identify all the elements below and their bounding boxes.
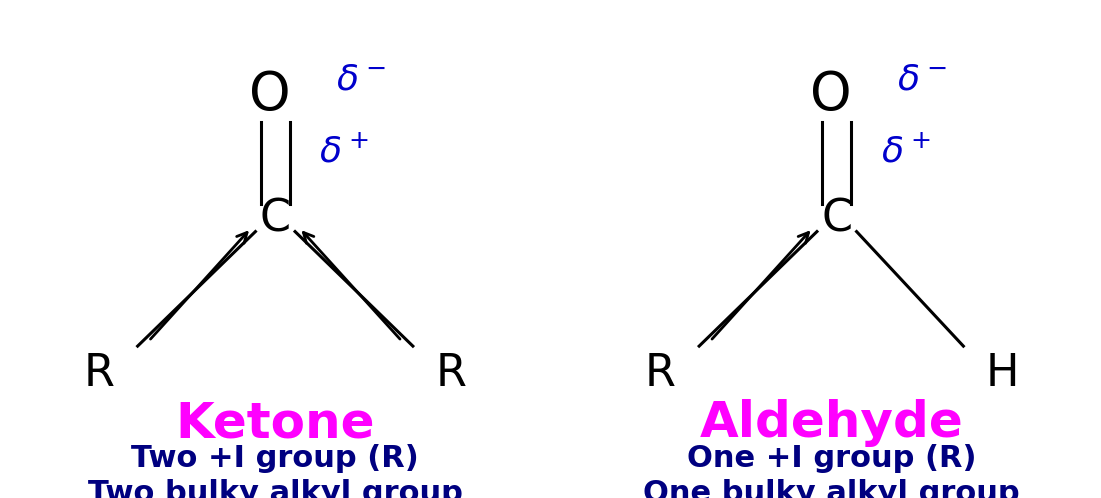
Text: Two bulky alkyl group: Two bulky alkyl group [88, 479, 462, 498]
Text: $\delta^+$: $\delta^+$ [319, 134, 369, 169]
Text: R: R [84, 352, 115, 395]
Text: R: R [645, 352, 676, 395]
Text: $\delta^-$: $\delta^-$ [897, 63, 947, 97]
Text: Two +I group (R): Two +I group (R) [131, 444, 419, 473]
Text: One bulky alkyl group: One bulky alkyl group [643, 479, 1020, 498]
Text: One +I group (R): One +I group (R) [687, 444, 975, 473]
Text: C: C [821, 198, 852, 241]
Text: O: O [249, 69, 291, 121]
Text: H: H [985, 352, 1018, 395]
Text: R: R [436, 352, 467, 395]
Text: $\delta^+$: $\delta^+$ [881, 134, 930, 169]
Text: O: O [810, 69, 852, 121]
Text: Ketone: Ketone [175, 399, 375, 447]
Text: C: C [260, 198, 291, 241]
Text: $\delta^-$: $\delta^-$ [336, 63, 385, 97]
Text: Aldehyde: Aldehyde [699, 399, 963, 447]
